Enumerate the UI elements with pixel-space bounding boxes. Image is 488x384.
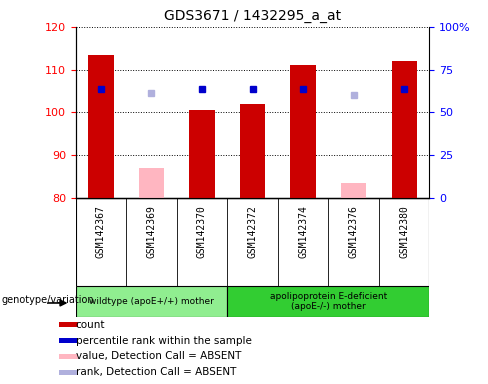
Bar xyxy=(59,338,78,343)
Text: GSM142367: GSM142367 xyxy=(96,205,106,258)
Bar xyxy=(290,65,316,198)
Text: GSM142369: GSM142369 xyxy=(146,205,157,258)
Bar xyxy=(59,354,78,359)
FancyBboxPatch shape xyxy=(227,286,429,317)
Text: wildtype (apoE+/+) mother: wildtype (apoE+/+) mother xyxy=(89,297,214,306)
Bar xyxy=(391,61,417,198)
Text: value, Detection Call = ABSENT: value, Detection Call = ABSENT xyxy=(76,351,241,361)
Text: GSM142376: GSM142376 xyxy=(348,205,359,258)
Text: rank, Detection Call = ABSENT: rank, Detection Call = ABSENT xyxy=(76,367,236,377)
Text: GSM142370: GSM142370 xyxy=(197,205,207,258)
Title: GDS3671 / 1432295_a_at: GDS3671 / 1432295_a_at xyxy=(164,9,341,23)
Bar xyxy=(240,104,265,198)
Text: GSM142380: GSM142380 xyxy=(399,205,409,258)
Bar xyxy=(59,370,78,375)
Text: count: count xyxy=(76,320,105,330)
Bar xyxy=(341,183,366,198)
Text: GSM142374: GSM142374 xyxy=(298,205,308,258)
Bar xyxy=(189,110,215,198)
Text: apolipoprotein E-deficient
(apoE-/-) mother: apolipoprotein E-deficient (apoE-/-) mot… xyxy=(270,292,387,311)
Text: genotype/variation: genotype/variation xyxy=(1,295,94,305)
Bar xyxy=(59,322,78,327)
Bar xyxy=(139,168,164,198)
Text: GSM142372: GSM142372 xyxy=(247,205,258,258)
Text: percentile rank within the sample: percentile rank within the sample xyxy=(76,336,252,346)
Bar xyxy=(88,55,114,198)
FancyBboxPatch shape xyxy=(76,286,227,317)
